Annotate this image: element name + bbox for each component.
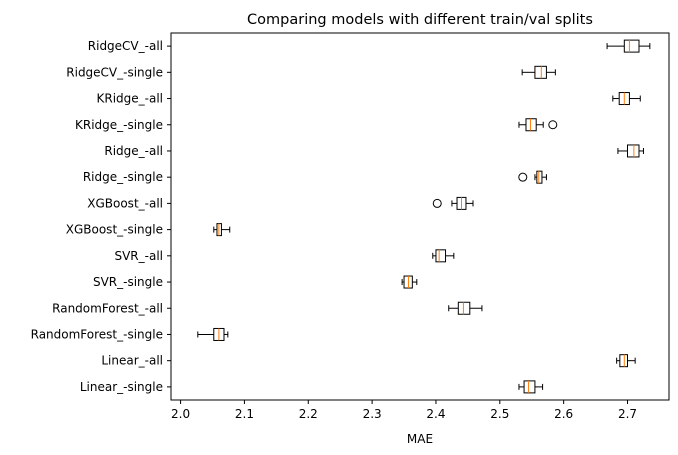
y-tick-label: XGBoost_-all (87, 196, 163, 210)
outlier-point (548, 120, 558, 130)
x-tick-label: 2.7 (618, 407, 637, 421)
chart-title: Comparing models with different train/va… (247, 12, 593, 28)
x-tick-label: 2.1 (235, 407, 254, 421)
x-tick-label: 2.4 (426, 407, 445, 421)
plot-area-frame (170, 32, 670, 401)
box-iqr (619, 354, 628, 368)
box-group (606, 39, 651, 53)
y-tick-label: SVR_-single (93, 275, 163, 289)
box-iqr (623, 39, 640, 53)
y-tick-label: RandomForest_-all (52, 301, 163, 315)
y-tick-label: XGBoost_-single (66, 223, 163, 237)
box-group (521, 65, 556, 79)
x-axis: 2.0 2.1 2.2 2.3 2.4 2.5 2.6 2.7 (171, 400, 637, 421)
box-group (518, 170, 547, 184)
x-tick-label: 2.0 (171, 407, 190, 421)
box-group (518, 118, 558, 132)
box-iqr (627, 144, 640, 158)
x-tick-label: 2.3 (363, 407, 382, 421)
box-group (518, 380, 544, 394)
box-group (197, 327, 229, 341)
box-iqr (435, 249, 447, 263)
box-group (616, 354, 636, 368)
y-tick-label: KRidge_-all (96, 92, 163, 106)
box-group (401, 275, 418, 289)
x-tick-label: 2.5 (490, 407, 509, 421)
y-axis: RidgeCV_-all RidgeCV_-single KRidge_-all KR… (31, 39, 171, 394)
boxes-layer (197, 39, 651, 394)
y-tick-label: KRidge_-single (75, 118, 163, 132)
box-group (213, 223, 231, 237)
y-tick-label: Linear_-single (80, 380, 163, 394)
box-group (432, 249, 455, 263)
box-group (617, 144, 644, 158)
x-tick-label: 2.6 (554, 407, 573, 421)
x-tick-label: 2.2 (299, 407, 318, 421)
box-group (432, 196, 474, 210)
y-tick-label: RidgeCV_-single (66, 65, 163, 79)
y-tick-label: SVR_-all (114, 249, 163, 263)
box-iqr (536, 170, 543, 184)
outlier-point (432, 198, 442, 208)
x-axis-label: MAE (407, 432, 433, 446)
box-group (448, 301, 483, 315)
y-tick-label: RandomForest_-single (31, 327, 163, 341)
box-iqr (525, 118, 537, 132)
box-group (612, 92, 641, 106)
y-tick-label: Ridge_-single (83, 170, 163, 184)
box-iqr (534, 65, 547, 79)
outlier-point (518, 172, 528, 182)
box-iqr (457, 301, 471, 315)
y-tick-label: Ridge_-all (104, 144, 163, 158)
box-iqr (523, 380, 536, 394)
y-tick-label: Linear_-all (101, 354, 163, 368)
y-tick-label: RidgeCV_-all (88, 39, 163, 53)
